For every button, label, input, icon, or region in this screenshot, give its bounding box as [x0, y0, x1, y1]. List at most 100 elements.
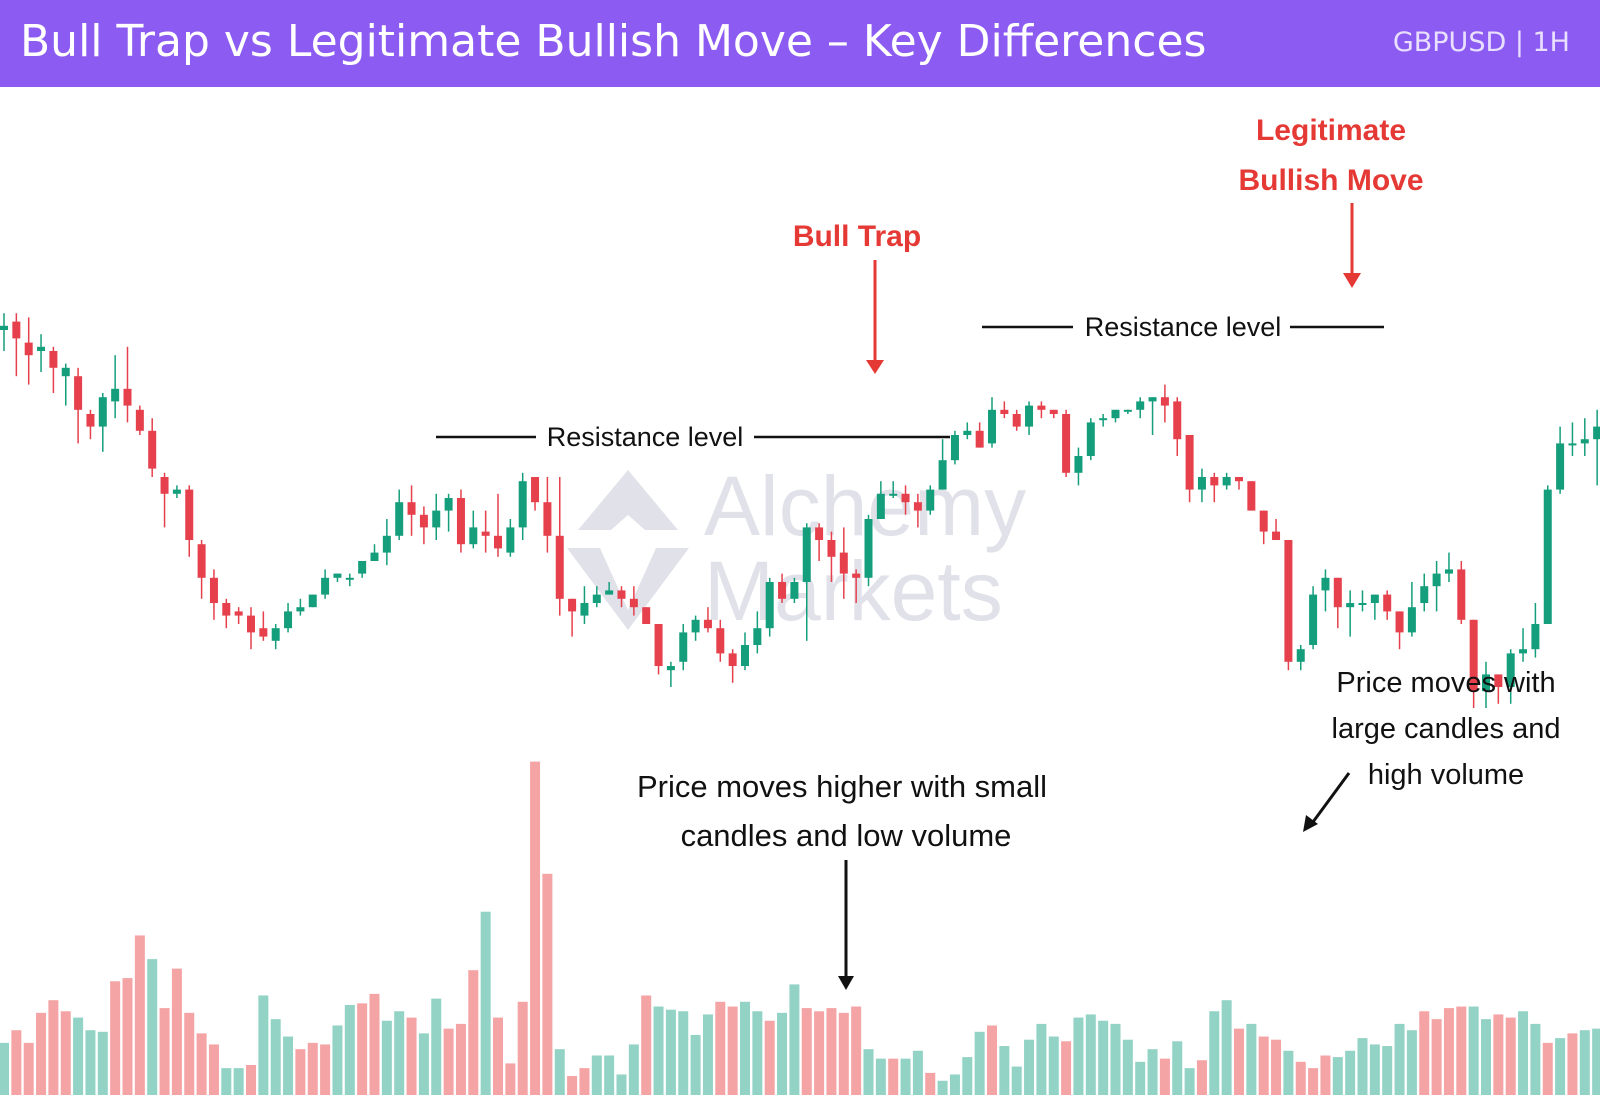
- volume-bar: [665, 1009, 676, 1095]
- volume-bar: [1382, 1046, 1393, 1095]
- low-volume-annotation: Price moves higher with small candles an…: [637, 769, 1047, 990]
- candle-body: [1494, 674, 1503, 687]
- volume-bar: [1332, 1057, 1343, 1095]
- volume-bar: [1048, 1036, 1059, 1095]
- candle-body: [172, 489, 181, 494]
- candle: [691, 615, 700, 641]
- candle-body: [1519, 649, 1528, 654]
- volume-bar: [394, 1011, 405, 1095]
- candle: [1469, 619, 1478, 708]
- volume-bar: [1024, 1039, 1035, 1095]
- candle-body: [1086, 422, 1095, 456]
- volume-bar: [1567, 1033, 1578, 1095]
- candle-body: [86, 414, 95, 427]
- volume-bar: [591, 1055, 602, 1095]
- candle: [864, 514, 873, 587]
- candle-body: [1457, 569, 1466, 620]
- volume-bar: [604, 1055, 615, 1095]
- volume-bar: [764, 1020, 775, 1095]
- candle: [666, 661, 675, 687]
- resistance-label-1: Resistance level: [547, 422, 744, 452]
- resistance-level-2: Resistance level: [982, 312, 1384, 342]
- candle-body: [1506, 653, 1515, 687]
- volume-bar: [1085, 1014, 1096, 1095]
- candle-body: [370, 552, 379, 561]
- volume-bar: [1295, 1061, 1306, 1095]
- candle-body: [308, 594, 317, 608]
- candle: [74, 367, 83, 444]
- candle: [432, 493, 441, 540]
- candle: [407, 485, 416, 536]
- candle-body: [679, 632, 688, 662]
- candle: [469, 510, 478, 549]
- volume-bar: [208, 1044, 219, 1095]
- candle-body: [1309, 594, 1318, 645]
- volume-bar: [381, 1020, 392, 1095]
- candle-body: [481, 531, 490, 536]
- candle: [1457, 561, 1466, 624]
- candle-body: [197, 544, 206, 578]
- volume-bar: [999, 1046, 1010, 1095]
- candle: [778, 573, 787, 603]
- candle-body: [333, 573, 342, 578]
- low-volume-note-line-1: Price moves higher with small: [637, 769, 1047, 804]
- volume-bar: [777, 1012, 788, 1095]
- candle-body: [284, 611, 293, 629]
- candle-body: [1482, 674, 1490, 692]
- volume-bar: [468, 970, 479, 1095]
- candle-body: [432, 510, 441, 528]
- low-volume-note-line-2: candles and low volume: [681, 818, 1012, 853]
- candle: [382, 519, 391, 566]
- candle: [988, 397, 996, 448]
- candle: [1210, 472, 1219, 503]
- volume-bar: [801, 1008, 812, 1095]
- candle-body: [568, 598, 577, 612]
- volume-bar: [567, 1076, 578, 1095]
- candle-body: [1111, 409, 1120, 419]
- volume-bar: [97, 1031, 108, 1095]
- candle-body: [1000, 409, 1009, 414]
- volume-bar: [517, 1001, 528, 1095]
- candle-body: [901, 493, 910, 503]
- resistance-level-1: Resistance level: [436, 422, 950, 452]
- chart-title: Bull Trap vs Legitimate Bullish Move – K…: [20, 16, 1207, 67]
- volume-bar: [653, 1006, 664, 1095]
- volume-bar: [641, 995, 652, 1095]
- candle: [86, 409, 95, 440]
- volume-bar: [233, 1068, 244, 1095]
- candle: [1593, 409, 1600, 486]
- volume-bar: [246, 1064, 256, 1095]
- candle-body: [1148, 397, 1157, 402]
- candle: [209, 569, 218, 620]
- volume-bar: [73, 1017, 84, 1095]
- volume-bar: [579, 1068, 590, 1095]
- candle: [1346, 590, 1355, 637]
- volume-bar: [740, 1001, 750, 1095]
- candle-body: [444, 498, 453, 511]
- volume-bar: [295, 1049, 306, 1095]
- volume-bar: [1061, 1041, 1072, 1095]
- candle: [444, 493, 453, 532]
- legit-move-arrow-icon: [1343, 273, 1361, 288]
- candle-body: [1099, 418, 1108, 421]
- volume-bar: [1481, 1019, 1491, 1095]
- candle: [753, 611, 762, 654]
- candle: [358, 561, 367, 578]
- candle: [0, 313, 8, 351]
- candle: [1160, 384, 1169, 423]
- volume-bar: [1122, 1039, 1133, 1095]
- volume-bar: [1468, 1006, 1479, 1095]
- candle-body: [753, 628, 762, 645]
- volume-bar: [1518, 1011, 1529, 1095]
- candle: [975, 422, 984, 448]
- candle-body: [802, 527, 811, 582]
- volume-bar: [1011, 1066, 1022, 1095]
- volume-bar: [406, 1017, 417, 1095]
- candle: [765, 577, 774, 637]
- volume-bar: [1209, 1011, 1220, 1095]
- candle: [555, 477, 564, 616]
- candle: [1482, 661, 1490, 708]
- candle-body: [160, 477, 169, 494]
- alchemy-logo-icon: [567, 470, 689, 630]
- candle: [234, 607, 243, 624]
